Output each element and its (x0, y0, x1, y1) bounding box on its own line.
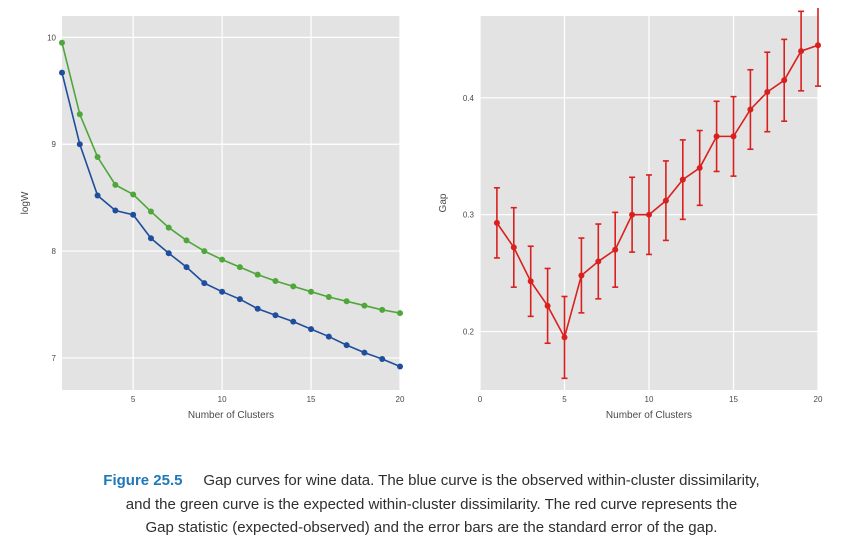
svg-text:9: 9 (52, 140, 57, 149)
caption-line3: Gap statistic (expected-observed) and th… (146, 519, 718, 536)
svg-text:5: 5 (562, 395, 567, 404)
svg-text:20: 20 (396, 395, 405, 404)
svg-text:Gap: Gap (438, 193, 449, 212)
svg-text:logW: logW (20, 191, 31, 214)
figure-caption: Figure 25.5 Gap curves for wine data. Th… (40, 469, 823, 539)
gap-chart: 0 5 10 15 20 0.2 0.3 0.4 Number of Clusters Gap (430, 8, 830, 428)
caption-line2: and the green curve is the expected with… (126, 496, 737, 513)
svg-text:Number of Clusters: Number of Clusters (606, 410, 692, 421)
logw-chart-svg: 5 10 15 20 7 8 9 10 Number of Clusters logW (12, 8, 412, 428)
svg-text:10: 10 (218, 395, 227, 404)
svg-text:15: 15 (307, 395, 316, 404)
svg-text:8: 8 (52, 247, 57, 256)
svg-text:10: 10 (47, 33, 56, 42)
svg-text:5: 5 (131, 395, 136, 404)
gap-chart-svg: 0 5 10 15 20 0.2 0.3 0.4 Number of Clusters Gap (430, 8, 830, 428)
caption-line1: Gap curves for wine data. The blue curve… (203, 472, 759, 489)
svg-text:20: 20 (814, 395, 823, 404)
figure-number: Figure 25.5 (103, 472, 182, 489)
svg-text:0.3: 0.3 (463, 211, 475, 220)
logw-chart: 5 10 15 20 7 8 9 10 Number of Clusters logW (12, 8, 412, 428)
svg-text:0: 0 (478, 395, 483, 404)
svg-text:10: 10 (645, 395, 654, 404)
svg-text:Number of Clusters: Number of Clusters (188, 410, 274, 421)
svg-text:7: 7 (52, 354, 57, 363)
svg-text:15: 15 (729, 395, 738, 404)
svg-text:0.2: 0.2 (463, 328, 475, 337)
svg-text:0.4: 0.4 (463, 94, 475, 103)
